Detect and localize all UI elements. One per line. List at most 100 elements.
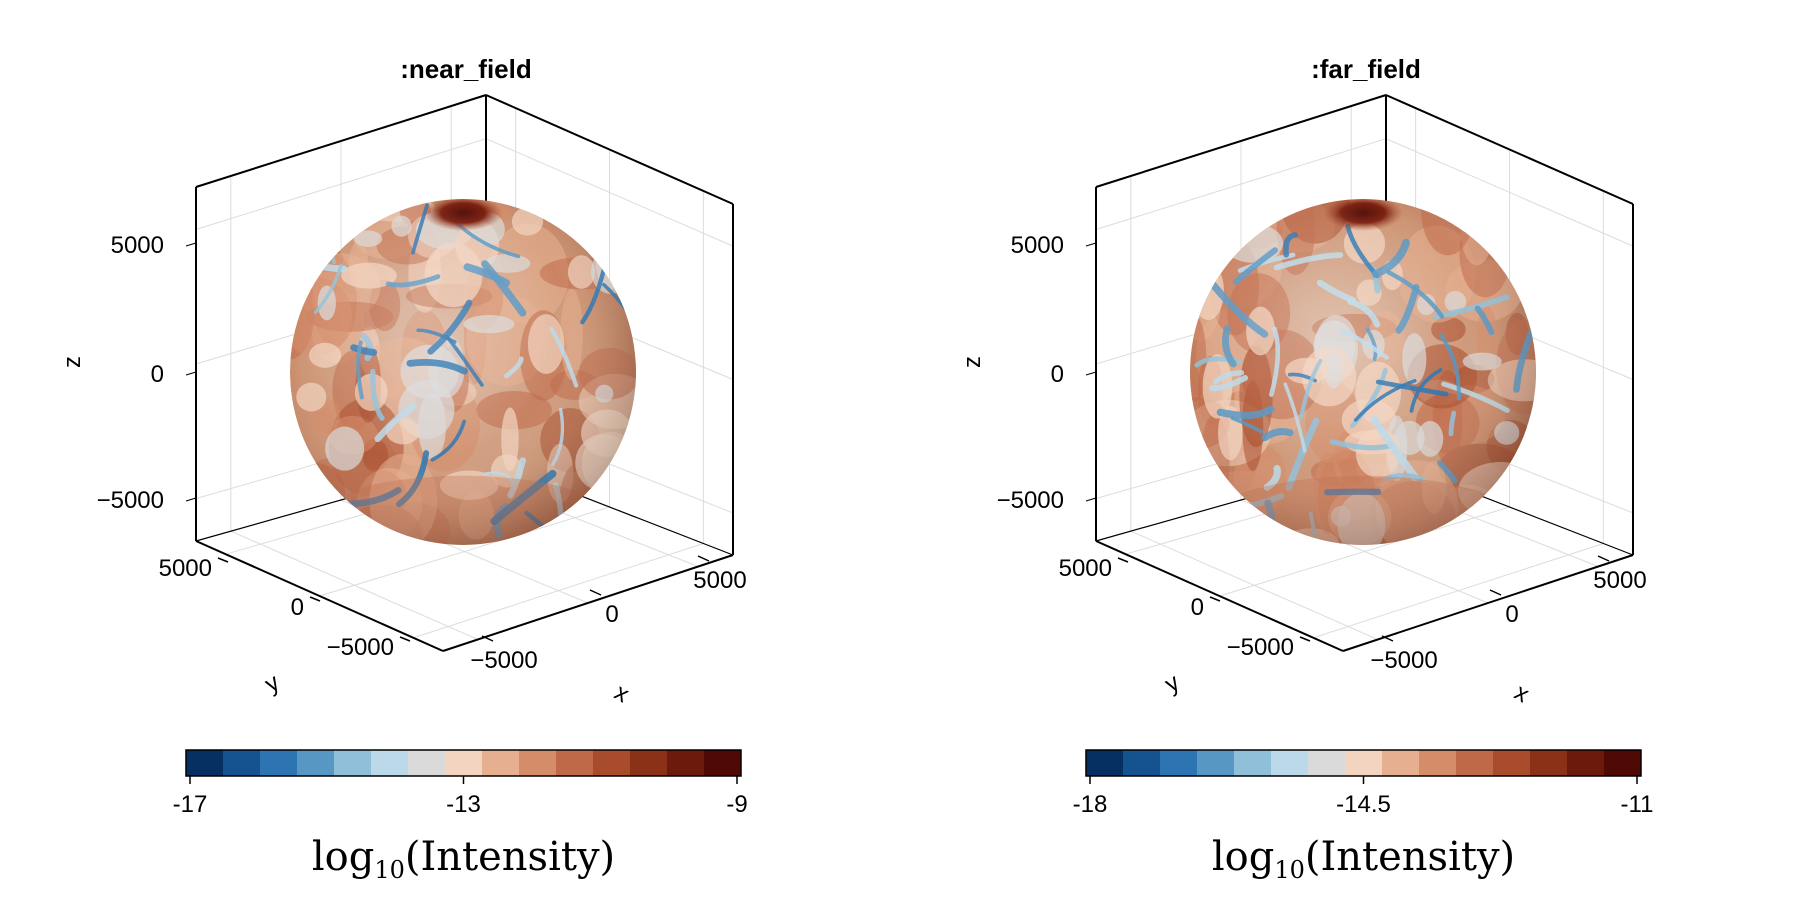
- axis-frame: [442, 554, 734, 652]
- colorbar-segment: [1197, 750, 1235, 776]
- z-axis-label: z: [959, 356, 986, 368]
- colorbar-segment: [667, 750, 705, 776]
- surface-patch: [1195, 199, 1270, 233]
- colorbar-label-base: log: [312, 834, 374, 880]
- y-tick-label: 0: [291, 594, 304, 621]
- colorbar-segment: [593, 750, 631, 776]
- gridline: [1313, 543, 1604, 639]
- y-tick-mark: [399, 636, 411, 642]
- x-tick-mark: [481, 635, 494, 642]
- gridline: [1095, 138, 1387, 230]
- y-axis-label: y: [260, 669, 284, 698]
- colorbar-segment: [1493, 750, 1531, 776]
- gridline: [319, 506, 610, 597]
- axis-frame: [1342, 554, 1634, 652]
- gridline: [195, 138, 487, 230]
- colorbar-tick-label: -14.5: [1336, 791, 1391, 818]
- x-axis-label: x: [1510, 679, 1534, 708]
- surface-patch: [585, 489, 611, 545]
- y-tick-label: 5000: [159, 555, 212, 582]
- z-tick-mark: [1085, 371, 1097, 376]
- z-tick-label: 0: [1051, 361, 1064, 388]
- y-tick-label: −5000: [327, 634, 394, 661]
- colorbar-segment: [260, 750, 298, 776]
- colorbar-segment: [1086, 750, 1124, 776]
- colorbar: -17 -13 -9 log10(Intensity): [173, 749, 748, 884]
- colorbar-tick-label: -13: [446, 791, 481, 818]
- x-tick-mark: [697, 555, 710, 562]
- y-axis-label: y: [1160, 669, 1184, 698]
- colorbar-tick-label: -9: [726, 791, 747, 818]
- colorbar-segment: [704, 750, 742, 776]
- colorbar-segment: [297, 750, 335, 776]
- axis-frame: [1095, 540, 1344, 652]
- z-tick-label: 0: [151, 361, 164, 388]
- colorbar-segment: [1308, 750, 1346, 776]
- colorbar-segment: [1456, 750, 1494, 776]
- near-field-panel: :near_field 5000 0 −5000 z 5000 0 −5000 y −5000 0 5…: [59, 54, 748, 884]
- y-tick-mark: [309, 596, 321, 602]
- axis-frame: [195, 94, 487, 188]
- colorbar-label-sub: 10: [1274, 856, 1305, 884]
- z-tick-label: 5000: [111, 232, 164, 259]
- z-tick-label: −5000: [97, 487, 164, 514]
- colorbar-segment: [1530, 750, 1568, 776]
- surface-patch: [1479, 228, 1518, 252]
- x-tick-label: −5000: [1370, 647, 1437, 674]
- colorbar-segment: [1234, 750, 1272, 776]
- colorbar-tick-label: -17: [173, 791, 208, 818]
- colorbar-segment: [1271, 750, 1309, 776]
- surface-streak: [325, 228, 336, 265]
- gridline: [1219, 506, 1510, 597]
- colorbar-segment: [186, 750, 224, 776]
- colorbar-label-rest: (Intensity): [1305, 834, 1515, 880]
- surface-patch: [1500, 476, 1522, 545]
- colorbar-label-rest: (Intensity): [405, 834, 615, 880]
- colorbar-segment: [1160, 750, 1198, 776]
- x-tick-label: 5000: [1593, 567, 1646, 594]
- colorbar-segment: [482, 750, 520, 776]
- chart-title: :near_field: [400, 54, 532, 84]
- axis-frame: [195, 540, 444, 652]
- colorbar-segment: [519, 750, 557, 776]
- sphere-surface: [290, 199, 636, 545]
- axis-frame: [1095, 94, 1387, 188]
- colorbar-label-base: log: [1212, 834, 1274, 880]
- x-axis-label: x: [610, 679, 634, 708]
- y-tick-mark: [1299, 636, 1311, 642]
- x-tick-label: 0: [605, 601, 618, 628]
- colorbar-label-sub: 10: [374, 856, 405, 884]
- z-tick-mark: [1085, 242, 1097, 247]
- colorbar-tick-label: -18: [1073, 791, 1108, 818]
- colorbar-segment: [1123, 750, 1161, 776]
- y-tick-label: 0: [1191, 594, 1204, 621]
- x-tick-mark: [1489, 589, 1502, 596]
- surface-patch: [1210, 501, 1256, 545]
- sphere-surface: [1190, 199, 1536, 545]
- colorbar-segment: [334, 750, 372, 776]
- colorbar-segment: [1382, 750, 1420, 776]
- y-tick-mark: [217, 557, 229, 563]
- sphere-shading: [290, 199, 636, 545]
- x-tick-mark: [1597, 555, 1610, 562]
- z-axis-label: z: [59, 356, 86, 368]
- colorbar-segment: [1345, 750, 1383, 776]
- surface-streak: [300, 230, 310, 259]
- z-tick-mark: [185, 497, 197, 502]
- colorbar-segment: [556, 750, 594, 776]
- colorbar-segment: [408, 750, 446, 776]
- x-tick-label: 0: [1505, 601, 1518, 628]
- colorbar-label: log10(Intensity): [1212, 834, 1515, 884]
- gridline: [413, 543, 704, 639]
- z-tick-mark: [185, 371, 197, 376]
- colorbar-segment: [223, 750, 261, 776]
- sphere-shading: [1190, 199, 1536, 545]
- z-tick-mark: [185, 242, 197, 247]
- colorbar-segment: [1604, 750, 1642, 776]
- colorbar-segment: [445, 750, 483, 776]
- axis-frame: [485, 94, 734, 205]
- colorbar-segment: [630, 750, 668, 776]
- x-tick-mark: [589, 589, 602, 596]
- z-tick-label: −5000: [997, 487, 1064, 514]
